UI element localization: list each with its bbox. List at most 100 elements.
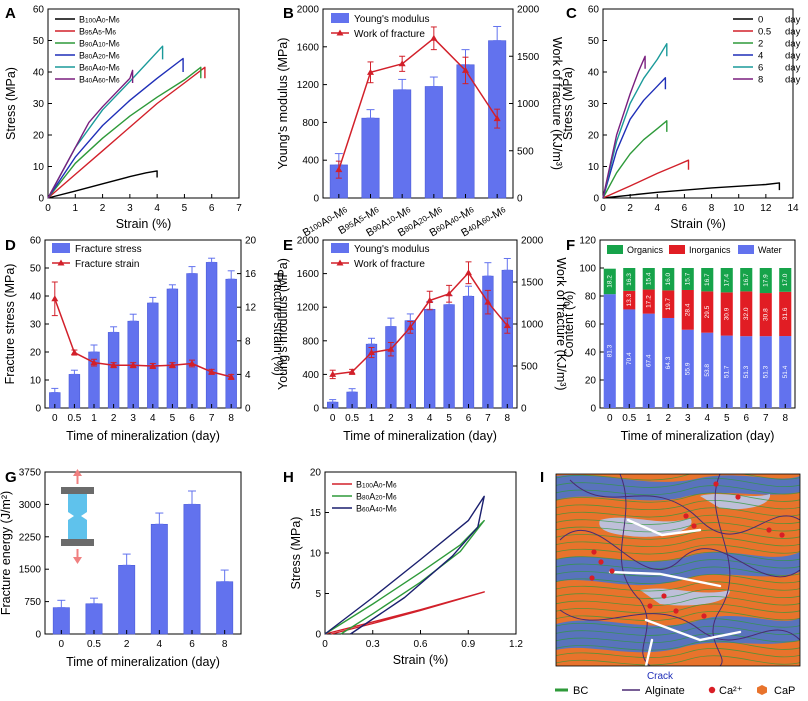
x-tick-label: 14 (787, 203, 799, 214)
panel-label: B (283, 5, 294, 22)
y-tick-label: 50 (30, 264, 42, 275)
y-tick-label: 40 (585, 348, 597, 359)
bar (147, 302, 159, 409)
data-point (188, 359, 196, 366)
bc-fiber (556, 611, 800, 621)
y-tick-label: 1600 (297, 269, 320, 280)
y-tick-label: 0 (313, 404, 319, 415)
bar (183, 504, 201, 635)
bc-fiber (556, 477, 800, 488)
bc-fiber (556, 625, 800, 636)
panel-label: A (5, 5, 16, 22)
y-axis-label: Fracture stress (MPa) (3, 264, 17, 385)
legend-label: B60A40-M6 (79, 63, 120, 73)
panel-label: E (283, 237, 293, 254)
data-point (90, 359, 98, 366)
bar (361, 117, 380, 199)
secondary-line (54, 298, 232, 378)
stacked-bar-segment (603, 268, 616, 295)
crack-line (626, 518, 702, 537)
panel-i: I Crack BC Alginate Ca²⁺ CaP (540, 469, 801, 697)
x-tick-label: 4 (157, 639, 163, 650)
segment-value: 17.9 (762, 274, 769, 287)
bc-fiber (556, 551, 800, 562)
x-tick-label: 0.5 (345, 413, 359, 424)
x-tick-label: B80A20-M6 (396, 204, 445, 239)
y2-tick-label: 16 (245, 269, 257, 280)
x-tick-label: 0 (322, 639, 328, 650)
alginate-chain (619, 474, 651, 666)
legend-label: B80A20-M6 (79, 51, 120, 61)
bar (216, 581, 234, 635)
bar (150, 523, 168, 635)
x-tick-label: 1 (646, 413, 652, 424)
x-tick-label: 7 (236, 203, 242, 214)
segment-value: 30.8 (762, 308, 769, 321)
stacked-bar-segment (603, 294, 616, 408)
bc-fiber (556, 574, 800, 584)
stacked-bar-segment (662, 290, 675, 318)
series-line (47, 170, 158, 199)
x-tick-label: B60A40-M6 (428, 204, 477, 239)
arrow-up-icon (73, 469, 82, 476)
bc-fiber (556, 544, 800, 555)
bar (107, 332, 120, 409)
data-point (426, 296, 434, 303)
bc-fiber (556, 514, 800, 525)
x-tick-label: 6 (682, 203, 688, 214)
stacked-bar-segment (623, 309, 636, 408)
panel-label: H (283, 469, 294, 486)
bc-fiber (556, 648, 800, 658)
legend-label: B100A0-M6 (356, 480, 397, 490)
x-tick-label: 0.5 (67, 413, 81, 424)
y-tick-label: 10 (33, 162, 45, 173)
x-tick-label: 6 (466, 413, 472, 424)
y-tick-label: 30 (33, 99, 45, 110)
series-line (602, 43, 668, 199)
x-tick-label: 0.3 (366, 639, 380, 650)
y-tick-label: 120 (579, 236, 596, 247)
x-tick-label: 4 (704, 413, 710, 424)
bc-fiber (556, 485, 800, 496)
segment-value: 30.9 (723, 307, 730, 320)
y-tick-label: 0 (35, 404, 41, 415)
y2-tick-label: 500 (521, 362, 538, 373)
x-tick-label: 4 (655, 203, 661, 214)
legend-marker (57, 259, 65, 266)
bc-fiber (556, 655, 800, 666)
legend-label: Fracture strain (75, 259, 139, 270)
y2-tick-label: 4 (245, 370, 251, 381)
y-tick-label: 60 (585, 320, 597, 331)
x-tick-label: 1 (73, 203, 79, 214)
x-tick-label: 0.6 (414, 639, 428, 650)
y2-axis-label: Fracture strain (%) (271, 272, 285, 376)
clamp-top (61, 487, 94, 494)
notched-specimen (68, 494, 87, 539)
data-point (129, 361, 137, 368)
series-line (47, 66, 206, 199)
series-line (47, 66, 202, 199)
data-point (398, 60, 406, 67)
data-point (445, 290, 453, 297)
ca-ion (591, 549, 597, 555)
y-tick-label: 3750 (19, 468, 42, 479)
y-tick-label: 2000 (297, 5, 320, 16)
x-tick-label: 6 (189, 413, 195, 424)
segment-value: 51.7 (723, 365, 730, 378)
y-tick-label: 0 (315, 630, 321, 641)
legend-label: CaP (774, 685, 795, 697)
legend-swatch (607, 245, 623, 254)
ca-ion (779, 532, 785, 538)
ca-ion (589, 575, 595, 581)
series-line (47, 57, 184, 199)
y-tick-label: 3000 (19, 500, 42, 511)
bar (462, 295, 475, 409)
x-axis-label: Time of mineralization (day) (343, 429, 497, 443)
x-tick-label: B40A60-M6 (459, 204, 508, 239)
legend-swatch (669, 245, 685, 254)
legend-swatch (52, 243, 70, 253)
light-region (640, 588, 730, 606)
x-tick-label: 0.9 (461, 639, 475, 650)
crack-line (608, 570, 722, 588)
